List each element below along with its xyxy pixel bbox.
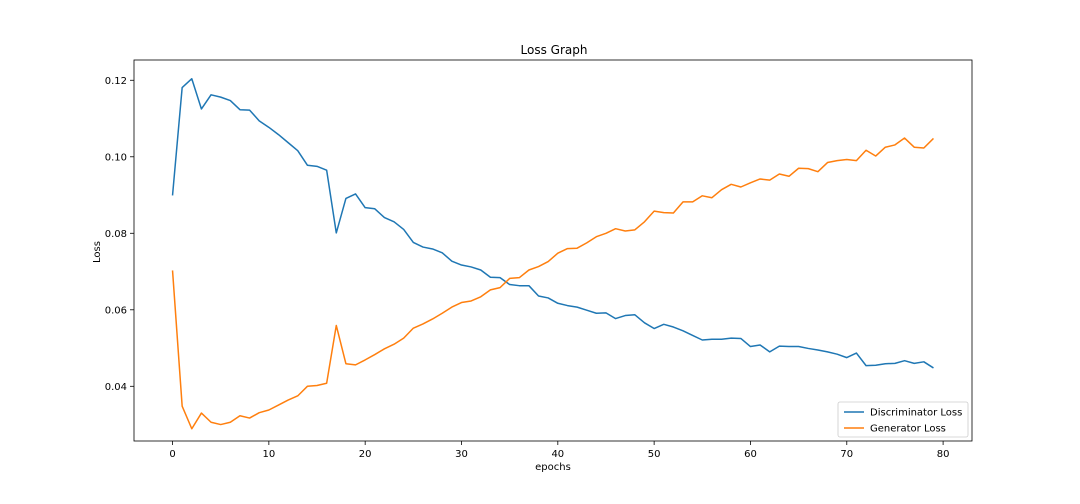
legend: Discriminator Loss Generator Loss bbox=[837, 401, 969, 438]
chart-title: Loss Graph bbox=[521, 43, 588, 57]
plot-area bbox=[133, 59, 973, 442]
y-axis-ticks: 0.04 0.06 0.08 0.10 0.12 bbox=[105, 76, 134, 393]
x-tick-label: 30 bbox=[455, 449, 468, 460]
x-tick-label: 0 bbox=[169, 449, 175, 460]
y-tick-label: 0.10 bbox=[105, 152, 127, 163]
y-tick-label: 0.04 bbox=[105, 382, 127, 393]
x-tick-label: 70 bbox=[840, 449, 853, 460]
x-axis-label: epochs bbox=[535, 462, 571, 473]
axes-frame bbox=[133, 59, 973, 442]
x-tick-label: 40 bbox=[551, 449, 564, 460]
x-tick-label: 60 bbox=[744, 449, 757, 460]
y-tick-label: 0.06 bbox=[105, 305, 127, 316]
x-tick-label: 80 bbox=[937, 449, 950, 460]
y-axis-label: Loss bbox=[92, 241, 103, 263]
x-tick-label: 20 bbox=[359, 449, 372, 460]
y-tick-label: 0.12 bbox=[105, 76, 127, 87]
x-axis-ticks: 0 10 20 30 40 50 60 70 80 bbox=[169, 441, 949, 460]
y-tick-label: 0.08 bbox=[105, 229, 127, 240]
x-tick-label: 50 bbox=[648, 449, 661, 460]
series-line-generator-loss bbox=[171, 137, 934, 430]
series-line-discriminator-loss bbox=[171, 77, 934, 369]
legend-box bbox=[837, 401, 969, 438]
legend-entry-label: Generator Loss bbox=[870, 424, 946, 435]
x-tick-label: 10 bbox=[262, 449, 275, 460]
legend-entry-label: Discriminator Loss bbox=[870, 408, 962, 419]
